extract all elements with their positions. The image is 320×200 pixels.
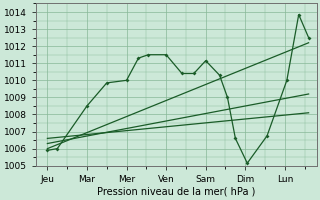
X-axis label: Pression niveau de la mer( hPa ): Pression niveau de la mer( hPa ) <box>97 187 255 197</box>
